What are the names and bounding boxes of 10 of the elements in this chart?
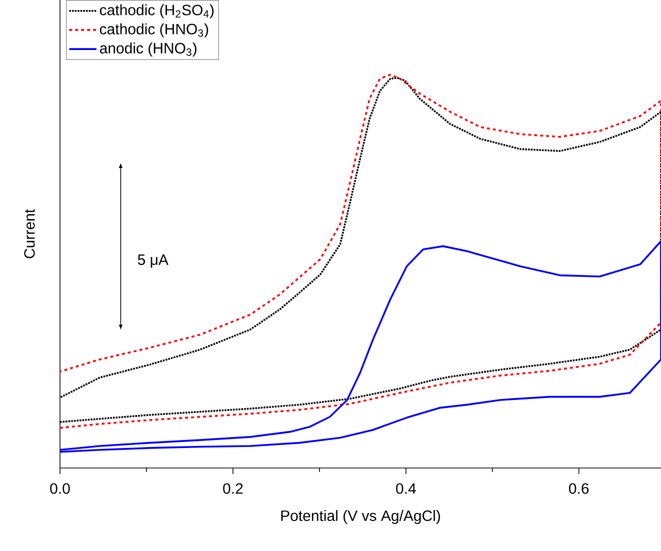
legend-label: cathodic (H$_{2}$SO$_{4}$) xyxy=(100,4,214,18)
legend-label: anodic (HNO$_{3}$) xyxy=(100,42,196,56)
x-tick-label: 0.6 xyxy=(569,483,589,494)
x-tick-label: 0.4 xyxy=(396,483,416,494)
y-axis-title: Current xyxy=(24,209,35,258)
annotation: 5 μA xyxy=(138,254,168,268)
x-tick-label: 0.2 xyxy=(223,483,243,494)
x-tick-label: 0.0 xyxy=(50,483,70,494)
legend-label: cathodic (HNO$_{3}$) xyxy=(100,23,208,38)
x-axis-title: Potential (V vs Ag/AgCl) xyxy=(281,510,440,524)
